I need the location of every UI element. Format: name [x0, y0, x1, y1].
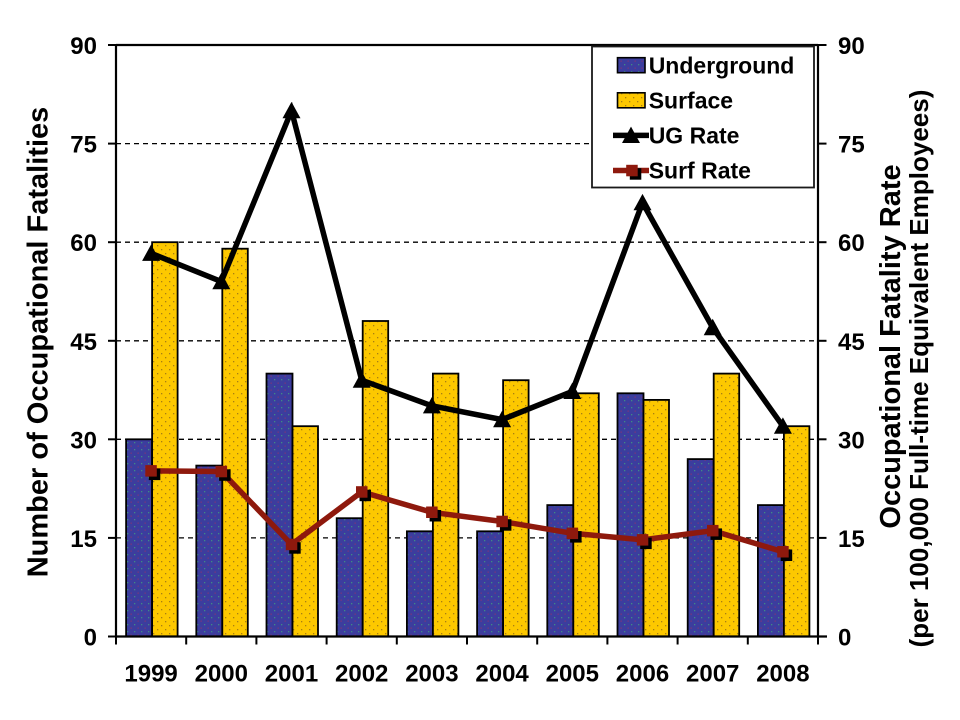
svg-text:45: 45 — [70, 329, 97, 356]
svg-text:0: 0 — [84, 625, 97, 652]
svg-text:90: 90 — [838, 33, 865, 60]
svg-text:Surface: Surface — [649, 88, 733, 114]
svg-text:2008: 2008 — [756, 661, 809, 688]
svg-text:2001: 2001 — [265, 661, 318, 688]
svg-text:60: 60 — [70, 230, 97, 257]
svg-text:60: 60 — [838, 230, 865, 257]
svg-text:1999: 1999 — [124, 661, 177, 688]
svg-text:75: 75 — [838, 132, 865, 159]
svg-text:45: 45 — [838, 329, 865, 356]
svg-text:2004: 2004 — [475, 661, 529, 688]
svg-text:2007: 2007 — [686, 661, 739, 688]
svg-text:0: 0 — [838, 625, 851, 652]
svg-text:75: 75 — [70, 132, 97, 159]
svg-text:2006: 2006 — [616, 661, 669, 688]
svg-text:2000: 2000 — [195, 661, 248, 688]
svg-text:Number of Occupational Fatalit: Number of Occupational Fatalities — [23, 107, 55, 578]
svg-text:30: 30 — [70, 427, 97, 454]
svg-text:15: 15 — [838, 526, 865, 553]
svg-text:UG Rate: UG Rate — [649, 123, 740, 149]
svg-text:2003: 2003 — [405, 661, 458, 688]
svg-text:Surf Rate: Surf Rate — [649, 158, 751, 184]
svg-text:2002: 2002 — [335, 661, 388, 688]
svg-text:Underground: Underground — [649, 52, 795, 78]
svg-text:90: 90 — [70, 33, 97, 60]
svg-text:Occupational Fatality Rate: Occupational Fatality Rate — [875, 164, 907, 528]
svg-text:2005: 2005 — [546, 661, 599, 688]
svg-text:30: 30 — [838, 427, 865, 454]
svg-text:15: 15 — [70, 526, 97, 553]
svg-text:(per 100,000 Full-time Equival: (per 100,000 Full-time Equivalent Employ… — [904, 90, 934, 648]
